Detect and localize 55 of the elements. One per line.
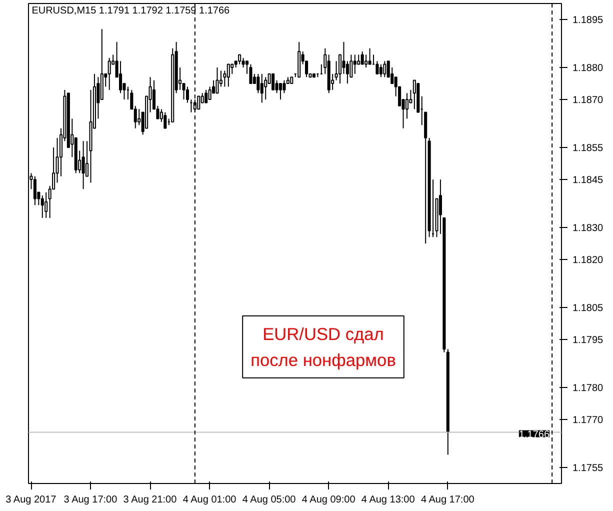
x-tick-label: 3 Aug 17:00	[64, 494, 118, 506]
chart-title: EURUSD,M15 1.1791 1.1792 1.1759 1.1766	[32, 6, 230, 16]
candlestick	[260, 73, 264, 104]
candlestick	[238, 54, 242, 65]
candlestick	[379, 64, 382, 78]
x-tick-label: 3 Aug 21:00	[123, 494, 178, 506]
candlestick	[256, 73, 260, 94]
candlestick	[360, 51, 364, 65]
candlestick	[376, 60, 379, 74]
y-tick-label: 1.1870	[572, 95, 604, 106]
y-tick-label: 1.1805	[572, 303, 604, 314]
candlestick	[226, 64, 230, 88]
candlestick	[278, 83, 282, 100]
y-tick-label: 1.1755	[572, 463, 604, 474]
y-tick-label: 1.1880	[572, 63, 604, 74]
candlestick	[412, 80, 416, 110]
candlestick	[353, 54, 356, 74]
candlestick	[216, 67, 219, 94]
candlestick	[242, 57, 245, 68]
candlestick	[108, 57, 111, 90]
x-tick-label: 4 Aug 01:00	[182, 494, 237, 506]
candlestick	[364, 54, 368, 68]
candlestick	[383, 60, 386, 78]
candlestick	[230, 64, 234, 74]
x-tick-label: 4 Aug 13:00	[361, 494, 416, 506]
candlestick	[346, 60, 349, 84]
candlestick	[208, 86, 212, 100]
y-tick-label: 1.1780	[572, 383, 604, 394]
candlestick	[249, 64, 252, 84]
x-tick-label: 4 Aug 09:00	[302, 494, 356, 506]
candlestick	[282, 80, 286, 94]
candlestick	[33, 176, 36, 206]
y-tick-label: 1.1795	[572, 335, 604, 346]
y-tick-label: 1.1830	[572, 223, 604, 234]
y-tick-label: 1.1855	[572, 143, 604, 154]
x-tick-label: 3 Aug 2017	[6, 494, 57, 506]
candlestick	[204, 89, 208, 104]
x-tick-label: 4 Aug 17:00	[420, 494, 475, 506]
candlestick	[272, 73, 275, 90]
y-tick-label: 1.1770	[572, 415, 604, 426]
annotation: EUR/USD сдал после нонфармов	[250, 324, 396, 370]
ref-line-label: 1.1766	[518, 429, 550, 440]
candlestick	[357, 54, 360, 65]
candlestick	[118, 60, 122, 94]
candlestick	[40, 195, 44, 218]
y-tick-label: 1.1845	[572, 175, 604, 186]
candlestick	[368, 48, 372, 65]
x-tick-label: 4 Aug 05:00	[242, 494, 296, 506]
candlestick	[264, 76, 268, 100]
candlestick	[164, 112, 167, 129]
y-tick-label: 1.1820	[572, 255, 604, 266]
y-tick-label: 1.1895	[572, 15, 604, 26]
candlestick	[405, 92, 409, 120]
candlestick	[82, 140, 85, 190]
candlestick	[44, 192, 48, 218]
